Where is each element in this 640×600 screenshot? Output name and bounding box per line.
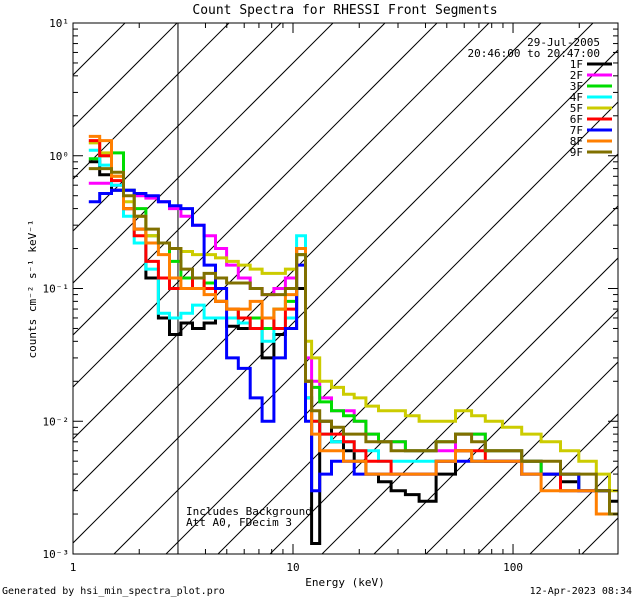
hatch-line-13 xyxy=(217,153,618,554)
y-tick-label: 10⁻³ xyxy=(43,548,70,561)
series-8F xyxy=(88,134,618,516)
legend-label-1F: 1F xyxy=(570,58,583,71)
annotation-line-1: Includes Background xyxy=(186,505,312,518)
chart-title: Count Spectra for RHESSI Front Segments xyxy=(192,3,497,18)
series-group xyxy=(88,134,618,545)
y-tick-label: 10⁻¹ xyxy=(43,283,70,296)
legend-label-4F: 4F xyxy=(570,91,583,104)
x-tick-label: 1 xyxy=(70,561,77,574)
hatch-line-3 xyxy=(73,23,230,180)
y-axis-label: counts cm⁻² s⁻¹ keV⁻¹ xyxy=(26,219,39,358)
x-tick-label: 100 xyxy=(503,561,523,574)
x-axis-label: Energy (keV) xyxy=(305,576,384,589)
legend: 29-Jul-2005 20:46:00 to 20:47:00 1F2F3F4… xyxy=(468,36,612,159)
hatch-line-18 xyxy=(477,413,618,554)
footer-timestamp: 12-Apr-2023 08:34 xyxy=(530,586,632,597)
legend-date: 29-Jul-2005 xyxy=(527,36,600,49)
hatch-line-14 xyxy=(269,205,618,554)
legend-label-9F: 9F xyxy=(570,146,583,159)
y-tick-label: 10¹ xyxy=(49,17,69,30)
legend-label-7F: 7F xyxy=(570,124,583,137)
x-tick-labels: 1 10 100 xyxy=(70,561,523,574)
legend-label-6F: 6F xyxy=(570,113,583,126)
hatch-line-17 xyxy=(425,361,618,554)
hatch-line-10 xyxy=(73,23,594,544)
hatch-line-2 xyxy=(73,23,178,128)
y-tick-labels: 10¹ 10⁰ 10⁻¹ 10⁻² 10⁻³ xyxy=(43,17,70,561)
annotation-line-2: Att A0, FDecim 3 xyxy=(186,516,292,529)
x-axis-ticks xyxy=(72,23,619,554)
hatch-line-12 xyxy=(165,101,618,554)
y-tick-label: 10⁻² xyxy=(43,415,70,428)
y-axis-ticks xyxy=(73,22,618,555)
hatch-line-6 xyxy=(73,23,386,336)
series-7F xyxy=(88,188,618,516)
hatch-line-16 xyxy=(373,309,618,554)
legend-label-3F: 3F xyxy=(570,80,583,93)
series-9F xyxy=(88,167,618,516)
hatch-line-21 xyxy=(634,23,640,554)
y-tick-label: 10⁰ xyxy=(49,150,69,163)
series-1F xyxy=(88,160,618,545)
hatch-line-4 xyxy=(73,23,282,232)
footer-generated-by: Generated by hsi_min_spectra_plot.pro xyxy=(2,586,225,597)
legend-label-2F: 2F xyxy=(570,69,583,82)
legend-label-8F: 8F xyxy=(570,135,583,148)
annotation: Includes Background Att A0, FDecim 3 xyxy=(186,505,312,529)
x-tick-label: 10 xyxy=(286,561,299,574)
hatch-line-15 xyxy=(321,257,618,554)
legend-time-range: 20:46:00 to 20:47:00 xyxy=(468,47,600,60)
hatch-line-5 xyxy=(73,23,334,284)
legend-label-5F: 5F xyxy=(570,102,583,115)
hatch-line-11 xyxy=(113,49,618,554)
